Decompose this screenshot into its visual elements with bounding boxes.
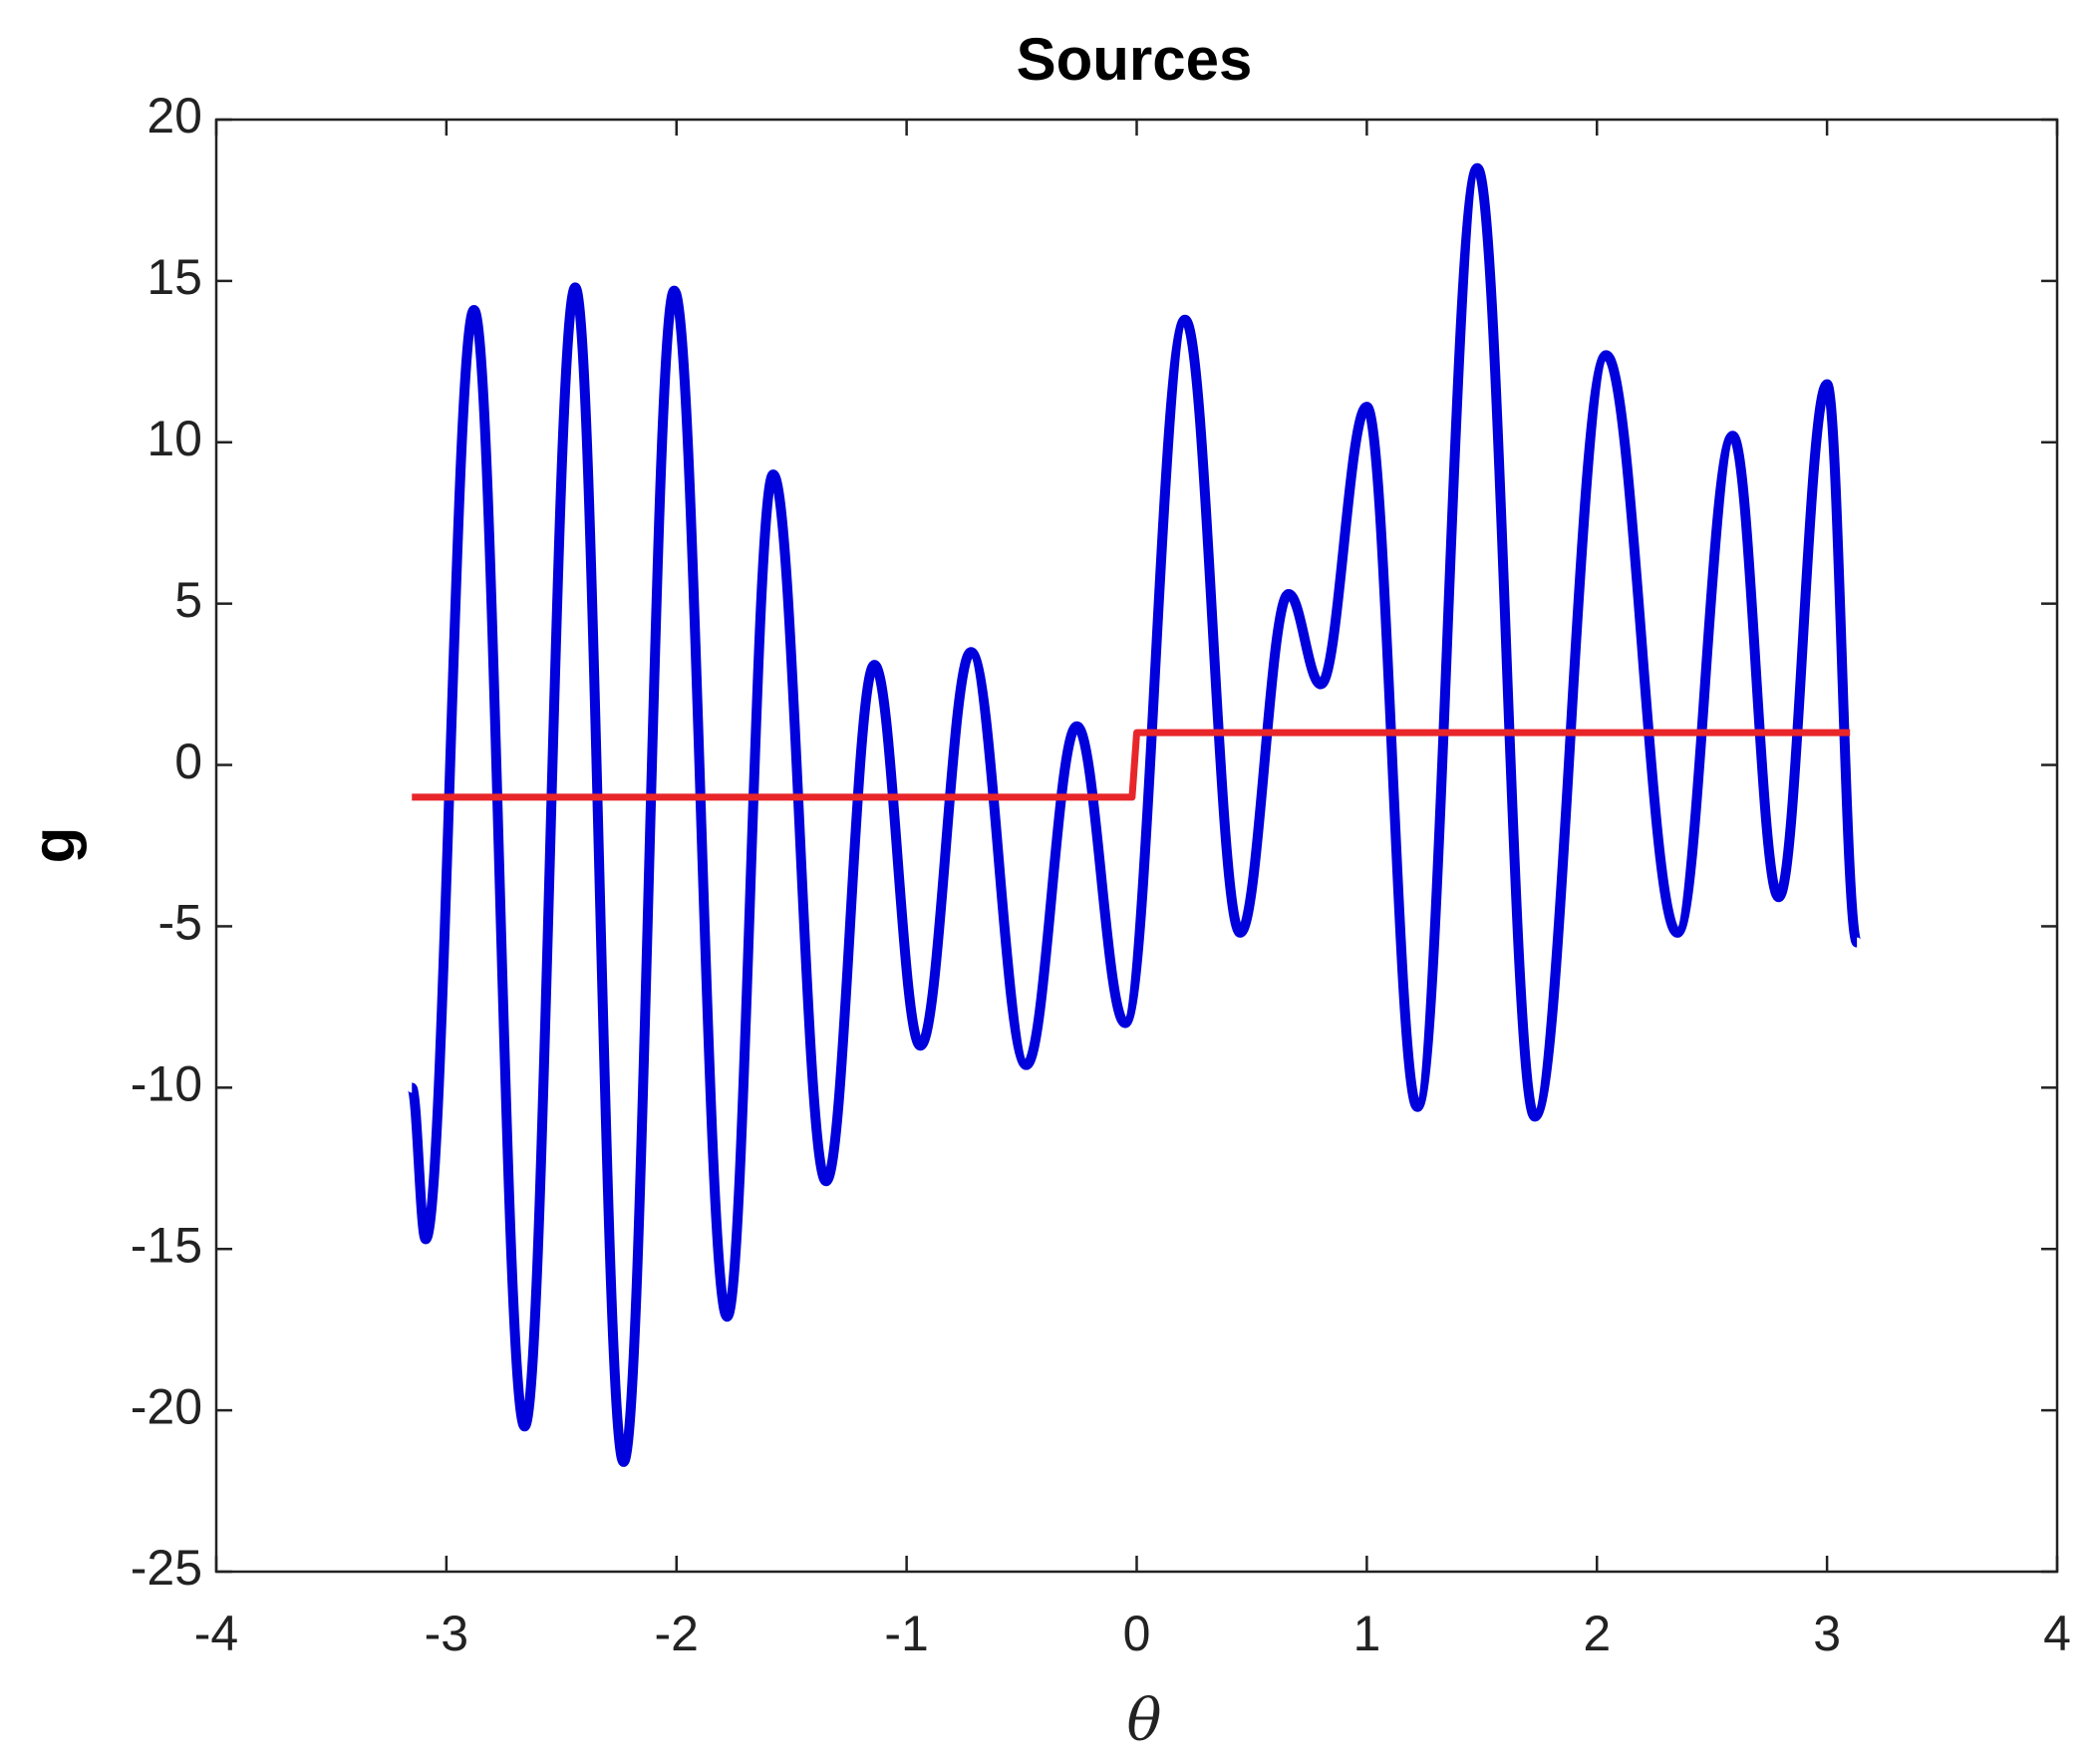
- x-axis-label: θ: [1127, 1686, 1162, 1754]
- y-tick-label: -15: [131, 1217, 202, 1273]
- x-tick-label: -4: [194, 1606, 238, 1661]
- series-line: [407, 162, 1863, 1467]
- series-line: [412, 729, 1851, 801]
- y-tick-label: 15: [147, 249, 202, 305]
- y-tick-label: 20: [147, 88, 202, 144]
- y-tick-label: -20: [131, 1378, 202, 1434]
- x-tick-label: 1: [1352, 1606, 1380, 1661]
- chart-title: Sources: [1017, 26, 1253, 93]
- y-tick-label: 5: [174, 572, 202, 628]
- x-tick-label: -1: [884, 1606, 928, 1661]
- x-tick-label: 3: [1813, 1606, 1841, 1661]
- x-tick-label: 2: [1583, 1606, 1611, 1661]
- y-tick-label: 0: [174, 734, 202, 789]
- x-tick-label: -2: [655, 1606, 699, 1661]
- x-tick-label: 4: [2043, 1606, 2071, 1661]
- y-tick-label: -10: [131, 1056, 202, 1112]
- y-axis-label: g: [20, 827, 87, 864]
- x-tick-label: 0: [1123, 1606, 1151, 1661]
- plot-area: [214, 118, 2059, 1574]
- x-tick-label: -3: [425, 1606, 468, 1661]
- y-tick-label: -5: [158, 895, 202, 951]
- y-tick-label: -25: [131, 1540, 202, 1596]
- y-tick-label: 10: [147, 411, 202, 466]
